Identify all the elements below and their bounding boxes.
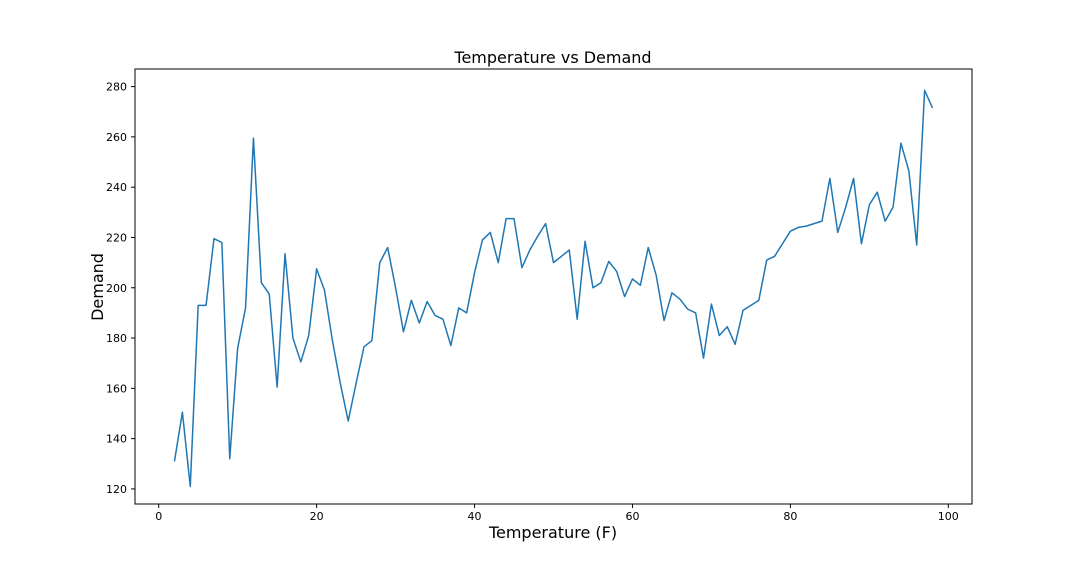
series-line-0 (173, 89, 934, 488)
x-tick-label: 40 (468, 510, 482, 523)
plot-frame (134, 68, 973, 505)
y-tick-label: 200 (106, 282, 127, 295)
y-tick-label: 120 (106, 483, 127, 496)
y-tick-label: 240 (106, 181, 127, 194)
x-tick-label: 60 (625, 510, 639, 523)
chart-title: Temperature vs Demand (453, 48, 651, 67)
y-tick-label: 280 (106, 81, 127, 94)
y-tick-label: 160 (106, 382, 127, 395)
y-tick-label: 220 (106, 231, 127, 244)
y-tick-label: 180 (106, 332, 127, 345)
x-tick-label: 20 (310, 510, 324, 523)
y-axis-label: Demand (88, 253, 107, 321)
plot-area: 0 20 40 60 80 100 120 140 160 180 200 220 240 260 280 (106, 68, 973, 523)
y-tick-label: 140 (106, 433, 127, 446)
y-tick-label: 260 (106, 131, 127, 144)
x-tick-label: 0 (155, 510, 162, 523)
x-tick-label: 80 (783, 510, 797, 523)
x-axis-label: Temperature (F) (488, 523, 617, 542)
x-tick-label: 100 (938, 510, 959, 523)
